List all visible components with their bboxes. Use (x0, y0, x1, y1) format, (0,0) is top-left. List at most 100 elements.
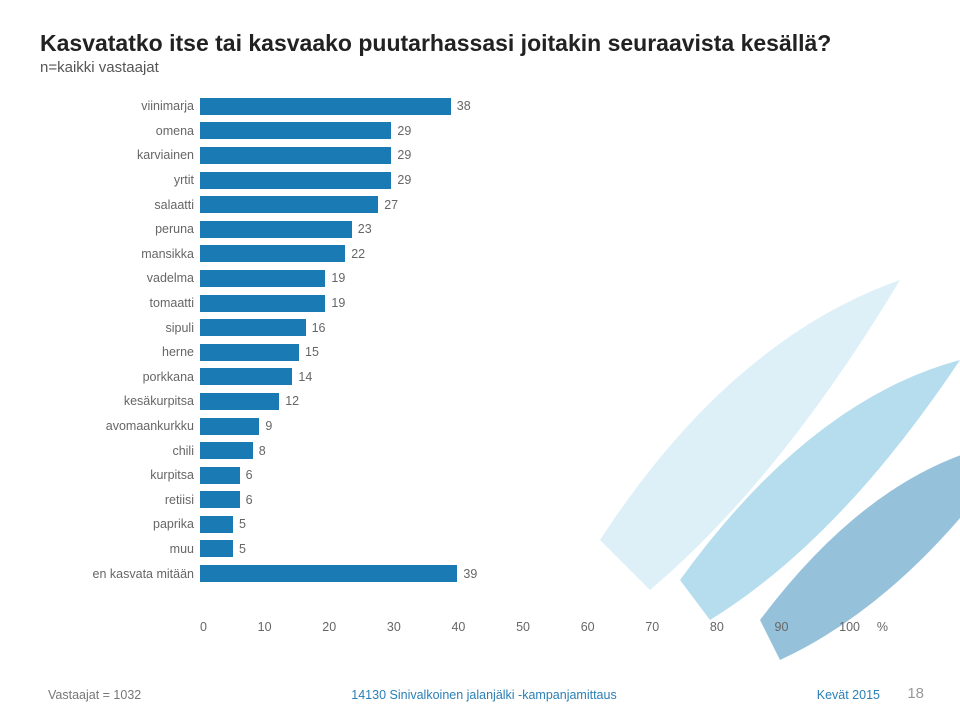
bar-value: 9 (265, 419, 272, 433)
bar-track: 19 (200, 291, 860, 316)
footer-respondents: Vastaajat = 1032 (48, 688, 141, 702)
footer-study-name: 14130 Sinivalkoinen jalanjälki -kampanja… (351, 688, 616, 702)
chart-row: kesäkurpitsa 12 (80, 389, 860, 414)
chart-row: paprika 5 (80, 512, 860, 537)
category-label: peruna (80, 222, 200, 236)
x-tick: 60 (581, 620, 595, 640)
chart-row: kurpitsa6 (80, 463, 860, 488)
bar (200, 98, 451, 115)
bar-track: 27 (200, 192, 860, 217)
x-tick: 20 (322, 620, 336, 640)
category-label: avomaankurkku (80, 419, 200, 433)
bar-track: 29 (200, 119, 860, 144)
chart-row: herne 15 (80, 340, 860, 365)
category-label: paprika (80, 517, 200, 531)
bar (200, 245, 345, 262)
bar (200, 418, 259, 435)
bar-value: 16 (312, 321, 326, 335)
category-label: vadelma (80, 271, 200, 285)
bar-value: 12 (285, 394, 299, 408)
x-tick: 10 (258, 620, 272, 640)
bar (200, 442, 253, 459)
chart-row: en kasvata mitään39 (80, 561, 860, 586)
page-title: Kasvatatko itse tai kasvaako puutarhassa… (40, 30, 920, 57)
x-tick: 90 (775, 620, 789, 640)
chart-row: muu 5 (80, 537, 860, 562)
bar-track: 15 (200, 340, 860, 365)
chart-row: karviainen 29 (80, 143, 860, 168)
bar-track: 14 (200, 365, 860, 390)
chart-row: viinimarja 38 (80, 94, 860, 119)
chart-row: chili8 (80, 438, 860, 463)
chart-row: salaatti 27 (80, 192, 860, 217)
chart-row: vadelma 19 (80, 266, 860, 291)
bar-track: 8 (200, 438, 860, 463)
footer-page-number: 18 (907, 685, 924, 702)
bar (200, 540, 233, 557)
bar-value: 29 (397, 124, 411, 138)
x-tick: 80 (710, 620, 724, 640)
category-label: sipuli (80, 321, 200, 335)
bar (200, 393, 279, 410)
bar-track: 6 (200, 463, 860, 488)
bar-value: 14 (298, 370, 312, 384)
chart-row: retiisi6 (80, 488, 860, 513)
category-label: herne (80, 345, 200, 359)
x-axis-unit: % (877, 620, 888, 634)
bar-value: 15 (305, 345, 319, 359)
chart-row: porkkana14 (80, 365, 860, 390)
chart-row: avomaankurkku 9 (80, 414, 860, 439)
category-label: salaatti (80, 198, 200, 212)
bar (200, 467, 240, 484)
chart-row: mansikka22 (80, 242, 860, 267)
category-label: yrtit (80, 173, 200, 187)
bar-value: 27 (384, 198, 398, 212)
chart-row: omena 29 (80, 119, 860, 144)
bar (200, 221, 352, 238)
x-tick: 30 (387, 620, 401, 640)
bar-track: 29 (200, 143, 860, 168)
bar-value: 39 (463, 567, 477, 581)
x-tick: 70 (645, 620, 659, 640)
bar-track: 6 (200, 488, 860, 513)
bar (200, 368, 292, 385)
x-axis: 0102030405060708090100% (200, 620, 860, 640)
page: Kasvatatko itse tai kasvaako puutarhassa… (0, 0, 960, 720)
bar (200, 516, 233, 533)
bar (200, 491, 240, 508)
bar (200, 122, 391, 139)
bar-track: 22 (200, 242, 860, 267)
page-subtitle: n=kaikki vastaajat (40, 59, 920, 76)
bar (200, 319, 306, 336)
bar-value: 29 (397, 148, 411, 162)
bar (200, 344, 299, 361)
category-label: viinimarja (80, 99, 200, 113)
category-label: omena (80, 124, 200, 138)
bar (200, 565, 457, 582)
bar-track: 12 (200, 389, 860, 414)
bar-value: 23 (358, 222, 372, 236)
bar-value: 5 (239, 517, 246, 531)
chart-row: peruna 23 (80, 217, 860, 242)
bar-value: 5 (239, 542, 246, 556)
x-tick: 0 (200, 620, 207, 640)
bar-track: 38 (200, 94, 860, 119)
category-label: karviainen (80, 148, 200, 162)
bar (200, 295, 325, 312)
x-tick: 100 (839, 620, 860, 640)
bar (200, 270, 325, 287)
category-label: tomaatti (80, 296, 200, 310)
bar-value: 38 (457, 99, 471, 113)
chart-row: tomaatti19 (80, 291, 860, 316)
category-label: kesäkurpitsa (80, 394, 200, 408)
bar-track: 23 (200, 217, 860, 242)
bar-chart: viinimarja38omena29karviainen29yrtit29sa… (80, 94, 860, 614)
bar (200, 147, 391, 164)
bar-value: 19 (331, 271, 345, 285)
x-tick: 40 (451, 620, 465, 640)
category-label: kurpitsa (80, 468, 200, 482)
category-label: muu (80, 542, 200, 556)
category-label: retiisi (80, 493, 200, 507)
bar (200, 196, 378, 213)
chart-row: yrtit29 (80, 168, 860, 193)
